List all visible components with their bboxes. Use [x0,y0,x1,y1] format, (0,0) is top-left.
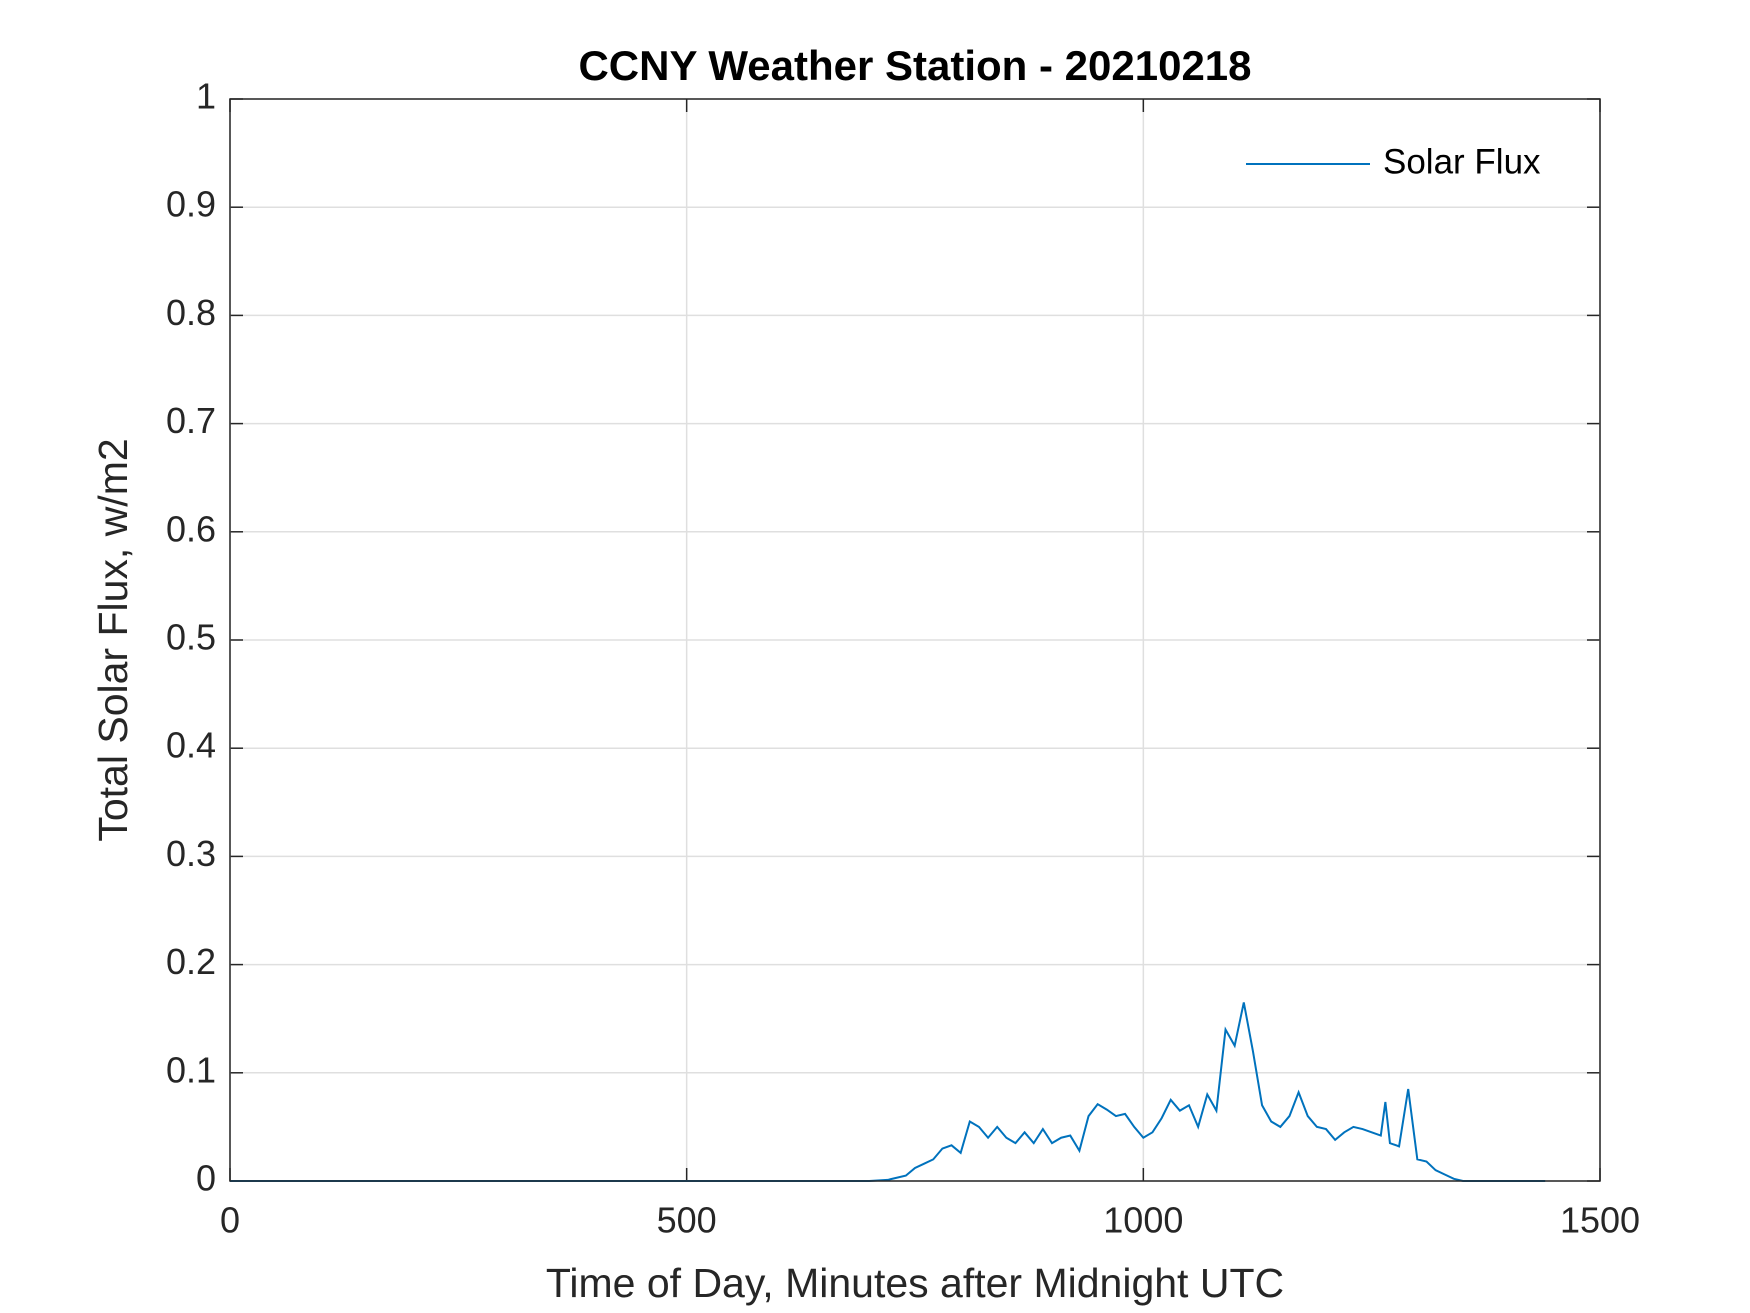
chart-title: CCNY Weather Station - 20210218 [578,42,1251,89]
x-tick-label: 500 [657,1200,717,1241]
y-tick-label: 0.6 [166,508,216,549]
x-axis-label: Time of Day, Minutes after Midnight UTC [546,1260,1284,1306]
y-tick-label: 0.7 [166,400,216,441]
y-tick-label: 0.3 [166,833,216,874]
x-tick-label: 0 [220,1200,240,1241]
legend: Solar Flux [1246,142,1541,181]
x-tick-label: 1000 [1103,1200,1183,1241]
y-tick-label: 0.2 [166,941,216,982]
y-tick-label: 0.9 [166,184,216,225]
plot-frame [229,98,1601,1182]
x-tick-label: 1500 [1560,1200,1640,1241]
y-axis-label: Total Solar Flux, w/m2 [90,438,136,841]
data-line [230,1002,1546,1182]
legend-label: Solar Flux [1383,142,1541,181]
y-tick-label: 0.5 [166,617,216,658]
y-tick-label: 0.4 [166,725,216,766]
y-tick-label: 0.8 [166,292,216,333]
y-tick-label: 1 [196,76,216,117]
y-tick-label: 0.1 [166,1049,216,1090]
y-tick-label: 0 [196,1158,216,1199]
